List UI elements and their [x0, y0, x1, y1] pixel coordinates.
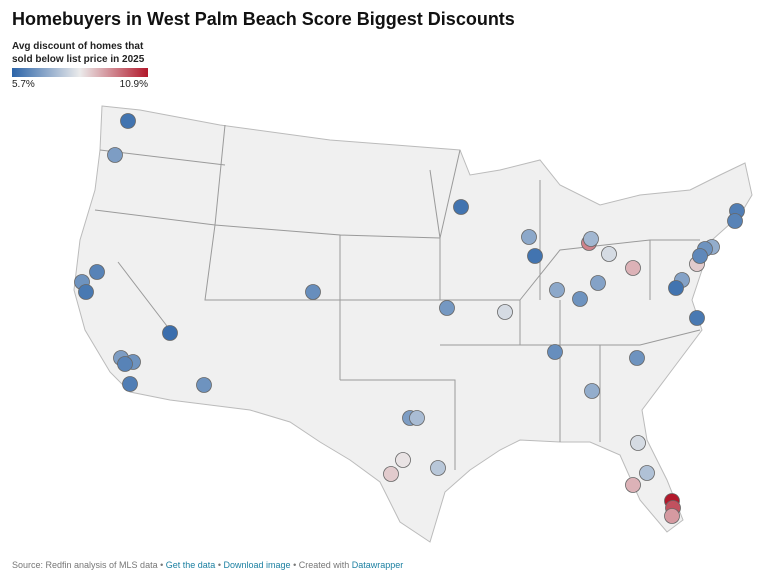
metro-dot [547, 344, 563, 360]
footer: Source: Redfin analysis of MLS data • Ge… [12, 560, 403, 570]
metro-dot [395, 452, 411, 468]
metro-dot [78, 284, 94, 300]
metro-dot [120, 113, 136, 129]
metro-dot [527, 248, 543, 264]
points [74, 113, 745, 524]
metro-dot [439, 300, 455, 316]
separator: • [160, 560, 164, 570]
separator: • [293, 560, 297, 570]
metro-dot [625, 260, 641, 276]
title: Homebuyers in West Palm Beach Score Bigg… [12, 9, 515, 29]
metro-dot [692, 248, 708, 264]
legend-line: Avg discount of homes that [12, 41, 144, 52]
metro-dot [601, 246, 617, 262]
created: Created with [298, 560, 350, 570]
get-data-link[interactable]: Get the data [165, 560, 216, 570]
metro-dot [383, 466, 399, 482]
metro-dot [590, 275, 606, 291]
metro-dot [583, 231, 599, 247]
metro-dot [629, 350, 645, 366]
metro-dot [625, 477, 641, 493]
metro-dot [572, 291, 588, 307]
metro-dot [497, 304, 513, 320]
credit-link[interactable]: Datawrapper [351, 560, 404, 570]
legend-bar [12, 68, 148, 77]
metro-dot [196, 377, 212, 393]
legend-line: sold below list price in 2025 [12, 54, 145, 65]
us-outline [73, 105, 753, 543]
metro-dot [668, 280, 684, 296]
metro-dot [117, 356, 133, 372]
metro-dot [107, 147, 123, 163]
metro-dot [689, 310, 705, 326]
metro-dot [305, 284, 321, 300]
metro-dot [430, 460, 446, 476]
metro-dot [409, 410, 425, 426]
download-link[interactable]: Download image [223, 560, 291, 570]
source: Source: Redfin analysis of MLS data [12, 560, 158, 570]
separator: • [217, 560, 221, 570]
metro-dot [521, 229, 537, 245]
legend-max: 10.9% [119, 79, 148, 90]
state-lines [94, 124, 701, 470]
metro-dot [664, 508, 680, 524]
legend-label: Avg discount of homes that sold below li… [12, 40, 144, 66]
metro-dot [549, 282, 565, 298]
metro-dot [453, 199, 469, 215]
metro-dot [162, 325, 178, 341]
metro-dot [727, 213, 743, 229]
metro-dot [89, 264, 105, 280]
legend-min: 5.7% [12, 79, 35, 90]
metro-dot [630, 435, 646, 451]
metro-dot [639, 465, 655, 481]
metro-dot [584, 383, 600, 399]
legend-gradient [12, 68, 148, 77]
metro-dot [122, 376, 138, 392]
